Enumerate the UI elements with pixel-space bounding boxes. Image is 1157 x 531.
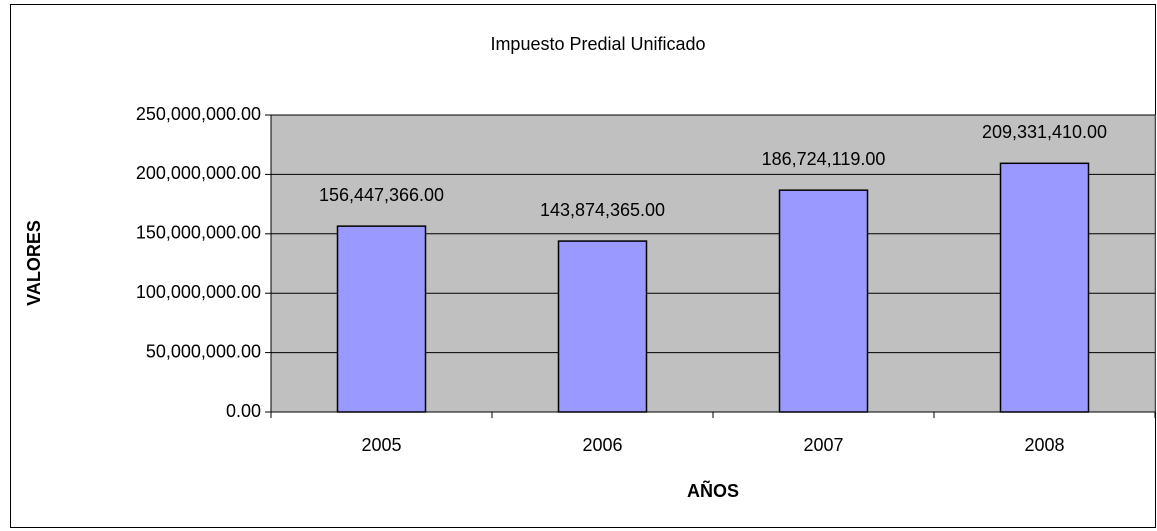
x-axis-label: AÑOS — [687, 480, 739, 501]
y-axis-label: VALORES — [24, 220, 44, 306]
chart-title: Impuesto Predial Unificado — [490, 34, 705, 54]
y-tick-label: 250,000,000.00 — [136, 104, 261, 124]
y-tick-label: 0.00 — [226, 401, 261, 421]
bar — [999, 162, 1090, 413]
x-tick-label: 2006 — [582, 435, 622, 455]
x-tick-label: 2008 — [1024, 435, 1064, 455]
value-label: 186,724,119.00 — [762, 149, 886, 169]
x-tick-label: 2007 — [803, 435, 843, 455]
y-tick-label: 150,000,000.00 — [136, 223, 261, 243]
x-tick-label: 2005 — [361, 435, 401, 455]
y-tick-label: 50,000,000.00 — [146, 341, 261, 361]
y-tick-label: 100,000,000.00 — [136, 282, 261, 302]
bar — [336, 225, 427, 413]
y-tick-label: 200,000,000.00 — [136, 163, 261, 183]
value-label: 143,874,365.00 — [540, 200, 665, 220]
bar — [778, 189, 869, 413]
bar — [557, 240, 648, 413]
value-label: 209,331,410.00 — [982, 122, 1107, 142]
value-label: 156,447,366.00 — [319, 185, 444, 205]
